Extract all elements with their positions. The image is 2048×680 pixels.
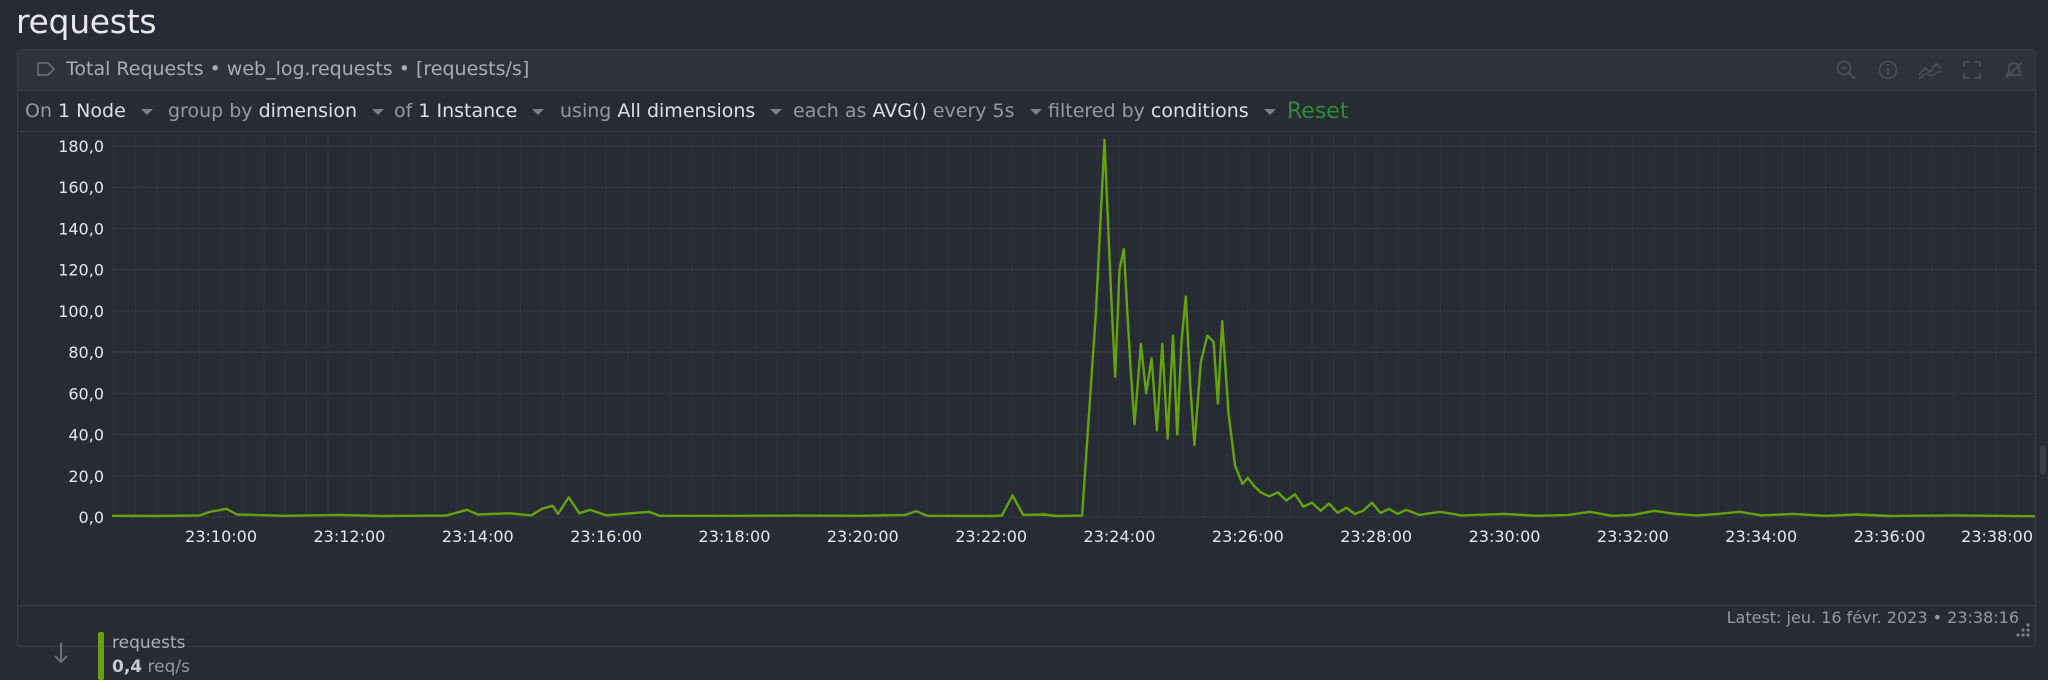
latest-timestamp: Latest: jeu. 16 févr. 2023 • 23:38:16 [1726,608,2019,627]
chevron-down-icon [1029,108,1042,115]
chart-title: Total Requests • web_log.requests • [req… [66,58,530,80]
arrow-down-icon[interactable] [50,640,72,670]
zoom-reset-icon[interactable] [1831,56,1861,84]
x-tick-label: 23:10:00 [185,527,257,546]
x-tick-label: 23:16:00 [570,527,642,546]
chevron-down-icon [770,108,783,115]
x-tick-label: 23:18:00 [699,527,771,546]
card-header: Total Requests • web_log.requests • [req… [18,50,2035,91]
x-tick-label: 23:34:00 [1725,527,1797,546]
series-line-requests [111,138,2035,518]
fullscreen-icon[interactable] [1957,56,1987,84]
legend-divider [18,605,2035,606]
x-tick-label: 23:38:00 [1961,527,2033,546]
x-tick-label: 23:30:00 [1469,527,1541,546]
chevron-down-icon [140,108,153,115]
header-tools [1831,56,2029,84]
group-by-label: group by [168,100,253,122]
x-tick-label: 23:14:00 [442,527,514,546]
instances-value: 1 Instance [418,100,518,122]
y-tick-label: 120,0 [58,261,104,280]
aggregation-label: each as [793,100,867,122]
x-tick-label: 23:12:00 [314,527,386,546]
y-tick-label: 100,0 [58,302,104,321]
filter-dropdown[interactable]: filtered by conditions [1048,100,1277,122]
y-tick-label: 60,0 [68,384,104,403]
page-scrollbar[interactable] [2040,445,2046,475]
y-tick-label: 80,0 [68,343,104,362]
instances-dropdown[interactable]: of 1 Instance [394,100,545,122]
x-tick-label: 23:20:00 [827,527,899,546]
query-toolbar: On 1 Node group by dimension of 1 Instan… [18,91,2035,132]
nodes-label: On [25,100,52,122]
x-tick-label: 23:32:00 [1597,527,1669,546]
requests-chart[interactable]: 0,0 20,0 40,0 60,0 80,0 100,0 120,0 140,0 160,0 1… [18,50,2035,605]
page-title: requests [16,2,157,41]
filter-value: conditions [1150,100,1249,122]
chart-tag-icon [36,60,56,82]
y-tick-label: 180,0 [58,137,104,156]
x-tick-label: 23:26:00 [1212,527,1284,546]
y-tick-label: 160,0 [58,178,104,197]
filter-label: filtered by [1048,100,1145,122]
y-tick-label: 20,0 [68,467,104,486]
x-tick-label: 23:28:00 [1340,527,1412,546]
chart-card: Total Requests • web_log.requests • [req… [17,49,2036,680]
chevron-down-icon [372,108,385,115]
nodes-value: 1 Node [58,100,126,122]
info-icon[interactable] [1873,56,1903,84]
group-by-value: dimension [258,100,358,122]
y-tick-label: 0,0 [79,508,104,527]
x-tick-label: 23:36:00 [1854,527,1926,546]
nodes-dropdown[interactable]: On 1 Node [25,100,154,122]
x-tick-label: 23:24:00 [1084,527,1156,546]
chevron-down-icon [1263,108,1276,115]
aggregation-value: AVG() [872,100,927,122]
x-tick-label: 23:22:00 [955,527,1027,546]
interval-value: every 5s [932,100,1015,122]
dimensions-label: using [560,100,612,122]
y-tick-label: 40,0 [68,426,104,445]
legend-series-value: 0,4 req/s [112,657,190,677]
instances-label: of [394,100,413,122]
chart-type-icon[interactable] [1915,56,1945,84]
dimensions-value: All dimensions [617,100,756,122]
aggregation-dropdown[interactable]: each as AVG() every 5s [793,100,1043,122]
alert-icon[interactable] [1999,56,2029,84]
legend-color-swatch [98,632,104,680]
group-by-dropdown[interactable]: group by dimension [168,100,385,122]
dimensions-dropdown[interactable]: using All dimensions [560,100,783,122]
legend-value-unit: req/s [147,657,190,677]
legend-series-name[interactable]: requests [112,633,186,653]
legend-value-number: 0,4 [112,657,143,677]
reset-button[interactable]: Reset [1287,99,1349,124]
chevron-down-icon [532,108,545,115]
y-tick-label: 140,0 [58,219,104,238]
resize-handle-icon[interactable] [2013,620,2031,642]
